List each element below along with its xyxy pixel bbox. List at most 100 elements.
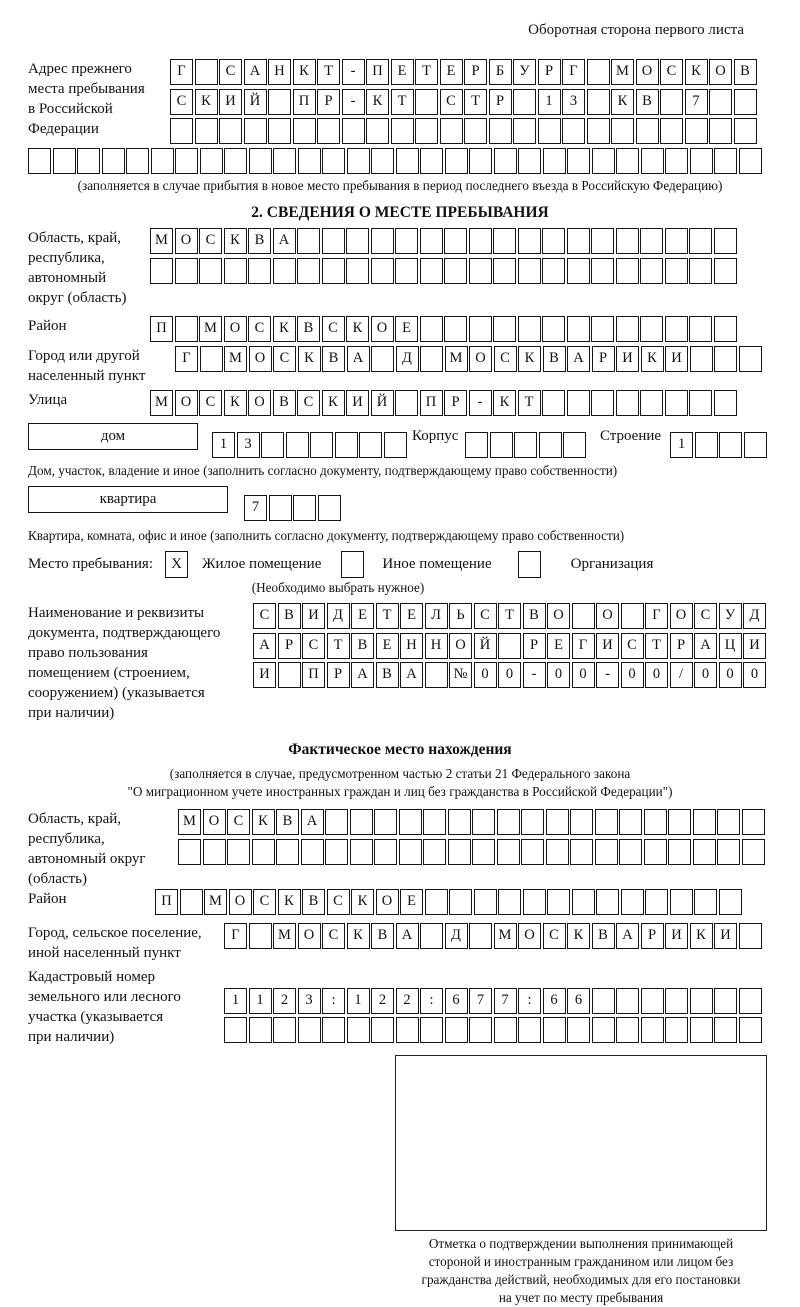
char-cell[interactable]	[640, 228, 663, 254]
char-cell[interactable]	[359, 432, 382, 458]
char-cell[interactable]: Д	[395, 345, 419, 372]
char-cell[interactable]: Е	[400, 889, 423, 915]
char-cell[interactable]: 0	[743, 662, 766, 688]
char-cell[interactable]: В	[272, 389, 296, 416]
char-cell[interactable]	[224, 147, 247, 174]
char-cell[interactable]	[733, 88, 757, 115]
char-cell[interactable]: 6	[444, 987, 468, 1014]
char-cell[interactable]	[395, 147, 419, 174]
char-cell[interactable]: Н	[424, 632, 448, 659]
char-cell[interactable]: О	[202, 809, 226, 835]
char-cell[interactable]	[518, 1017, 541, 1043]
char-cell[interactable]	[668, 809, 691, 835]
char-cell[interactable]: Т	[517, 389, 541, 416]
char-cell[interactable]	[566, 316, 590, 342]
char-cell[interactable]: В	[277, 603, 301, 629]
char-cell[interactable]: Т	[317, 59, 340, 85]
char-cell[interactable]	[310, 432, 333, 458]
char-cell[interactable]	[718, 889, 742, 915]
char-cell[interactable]	[709, 88, 732, 115]
char-cell[interactable]: Р	[537, 59, 561, 85]
char-cell[interactable]: О	[449, 632, 472, 659]
char-cell[interactable]: 0	[645, 662, 668, 688]
char-cell[interactable]	[620, 889, 644, 915]
char-cell[interactable]	[714, 1017, 737, 1043]
char-cell[interactable]: И	[743, 632, 766, 659]
char-cell[interactable]	[468, 316, 492, 342]
char-cell[interactable]	[591, 228, 614, 254]
char-cell[interactable]	[741, 838, 765, 865]
char-cell[interactable]: К	[223, 228, 247, 254]
char-cell[interactable]: С	[493, 345, 517, 372]
char-cell[interactable]: Р	[669, 632, 693, 659]
char-cell[interactable]	[738, 922, 762, 949]
char-cell[interactable]	[293, 495, 316, 521]
char-cell[interactable]: Е	[375, 632, 399, 659]
char-cell[interactable]: К	[297, 345, 321, 372]
char-cell[interactable]: 1	[670, 432, 694, 458]
char-cell[interactable]	[277, 662, 301, 688]
char-cell[interactable]: О	[174, 389, 198, 416]
char-cell[interactable]: А	[346, 345, 370, 372]
char-cell[interactable]: П	[419, 389, 443, 416]
char-cell[interactable]	[615, 389, 639, 416]
char-cell[interactable]: 7	[244, 495, 267, 521]
char-cell[interactable]: К	[292, 59, 316, 85]
char-cell[interactable]	[640, 147, 664, 174]
char-cell[interactable]: А	[243, 59, 267, 85]
char-cell[interactable]	[77, 147, 100, 174]
char-cell[interactable]: А	[400, 662, 423, 688]
char-cell[interactable]: О	[174, 228, 198, 254]
char-cell[interactable]	[420, 147, 443, 174]
char-cell[interactable]: Т	[498, 603, 521, 629]
char-cell[interactable]	[615, 257, 639, 284]
char-cell[interactable]: 0	[694, 662, 717, 688]
char-cell[interactable]: 1	[346, 987, 370, 1014]
char-cell[interactable]	[224, 1017, 247, 1043]
char-cell[interactable]	[619, 838, 642, 865]
char-cell[interactable]: М	[150, 389, 173, 416]
char-cell[interactable]: О	[596, 603, 619, 629]
stay-checkbox-residential[interactable]: X	[165, 551, 188, 578]
char-cell[interactable]: В	[733, 59, 757, 85]
char-cell[interactable]	[322, 147, 345, 174]
char-cell[interactable]	[709, 118, 732, 144]
char-cell[interactable]: И	[665, 345, 688, 372]
char-cell[interactable]: Г	[224, 922, 247, 949]
char-cell[interactable]	[738, 147, 762, 174]
char-cell[interactable]: А	[395, 922, 419, 949]
char-cell[interactable]: О	[518, 922, 541, 949]
char-cell[interactable]: К	[321, 389, 345, 416]
char-cell[interactable]: И	[302, 603, 325, 629]
char-cell[interactable]	[664, 228, 688, 254]
char-cell[interactable]: :	[420, 987, 443, 1014]
char-cell[interactable]	[415, 118, 438, 144]
char-cell[interactable]	[419, 316, 443, 342]
char-cell[interactable]	[664, 389, 688, 416]
char-cell[interactable]: В	[248, 228, 271, 254]
char-cell[interactable]	[447, 838, 471, 865]
char-cell[interactable]: Р	[522, 632, 546, 659]
char-cell[interactable]	[248, 257, 271, 284]
char-cell[interactable]	[251, 838, 275, 865]
char-cell[interactable]: :	[322, 987, 345, 1014]
char-cell[interactable]: -	[468, 389, 492, 416]
char-cell[interactable]	[371, 147, 394, 174]
char-cell[interactable]	[349, 838, 373, 865]
char-cell[interactable]	[469, 1017, 492, 1043]
char-cell[interactable]	[694, 432, 718, 458]
char-cell[interactable]: 0	[718, 662, 742, 688]
char-cell[interactable]: К	[366, 88, 389, 115]
char-cell[interactable]	[547, 889, 570, 915]
char-cell[interactable]	[566, 257, 590, 284]
char-cell[interactable]: Р	[640, 922, 664, 949]
char-cell[interactable]: П	[366, 59, 389, 85]
char-cell[interactable]: П	[150, 316, 173, 342]
char-cell[interactable]	[689, 316, 712, 342]
char-cell[interactable]	[689, 987, 713, 1014]
char-cell[interactable]: 1	[537, 88, 561, 115]
char-cell[interactable]: Л	[424, 603, 448, 629]
char-cell[interactable]	[317, 118, 340, 144]
char-cell[interactable]	[668, 838, 691, 865]
char-cell[interactable]	[174, 316, 198, 342]
